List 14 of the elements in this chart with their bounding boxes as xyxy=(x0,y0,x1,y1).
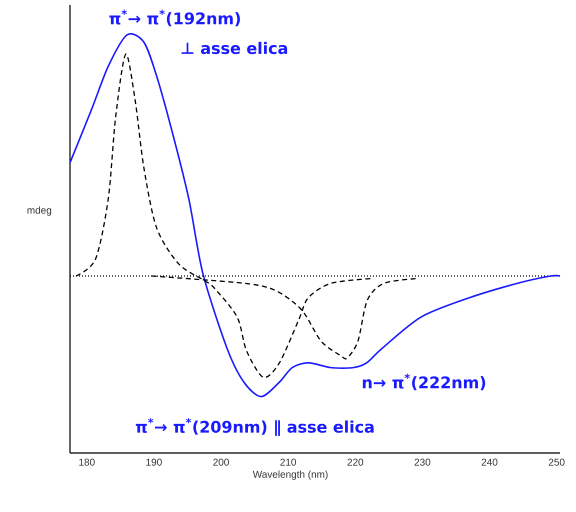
x-tick-label: 210 xyxy=(280,458,296,466)
x-tick-label: 190 xyxy=(146,458,162,466)
x-axis-title: Wavelength (nm) xyxy=(252,470,328,480)
x-tick-label: 240 xyxy=(482,458,498,466)
annotation: n→ π$^{*}$(222nm) xyxy=(362,374,486,390)
annotation: ⊥ asse elica xyxy=(182,42,288,54)
text: π$^{*}$→ π$^{*}$(192nm) xyxy=(109,10,240,26)
x-tick-label: 230 xyxy=(414,458,430,466)
x-tick-label: 200 xyxy=(213,458,229,466)
y-axis-title: mdeg xyxy=(28,206,52,216)
text: π$^{*}$→ π$^{*}$(209nm) ∥ asse elica xyxy=(136,418,374,436)
x-tick-label: 180 xyxy=(79,458,95,466)
x-tick-label: 220 xyxy=(347,458,364,466)
x-tick-label: 250 xyxy=(548,458,565,466)
